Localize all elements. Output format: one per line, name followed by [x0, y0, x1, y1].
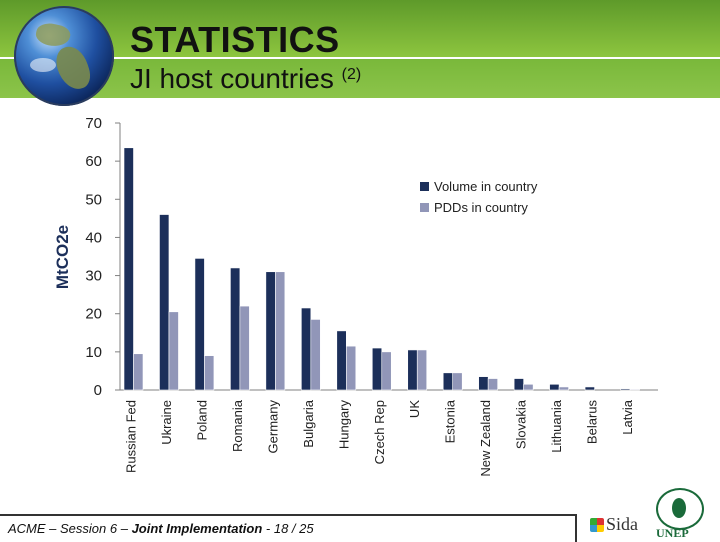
bar-volume-9: [442, 372, 454, 391]
x-tick-label: Romania: [230, 399, 245, 452]
legend-swatch-1: [420, 203, 429, 212]
x-tick-label: Germany: [265, 400, 280, 454]
sida-logo-text: Sida: [606, 514, 639, 534]
x-tick-label: Hungary: [336, 400, 351, 450]
x-tick-label: Latvia: [620, 399, 635, 434]
bar-volume-2: [194, 258, 205, 391]
unep-emblem-icon: [656, 488, 704, 530]
bar-volume-13: [584, 386, 595, 391]
bar-pdds-8: [416, 349, 428, 391]
globe-cloud: [30, 58, 56, 72]
x-tick-label: Slovakia: [514, 399, 529, 449]
bar-pdds-12: [558, 386, 569, 391]
footer-page-number: - 18 / 25: [262, 521, 314, 536]
footer-prefix: ACME – Session 6 –: [8, 521, 132, 536]
y-tick-label: 10: [85, 344, 102, 361]
bar-volume-7: [371, 347, 383, 391]
bar-volume-3: [230, 267, 241, 391]
y-tick-label: 40: [85, 229, 102, 246]
bar-volume-11: [513, 378, 524, 391]
bar-pdds-1: [168, 311, 179, 391]
bar-pdds-14: [629, 388, 640, 391]
y-axis-label: MtCO2e: [53, 225, 72, 289]
bar-volume-6: [336, 330, 347, 391]
x-tick-label: Czech Rep: [372, 400, 387, 464]
slide-footer: ACME – Session 6 – Joint Implementation …: [0, 514, 577, 542]
subtitle-text: JI host countries: [130, 63, 334, 94]
header-divider: [0, 57, 720, 59]
footer-session-name: Joint Implementation: [131, 521, 263, 536]
bar-pdds-9: [452, 372, 463, 391]
bar-volume-12: [549, 383, 560, 391]
bar-pdds-0: [133, 353, 144, 391]
x-tick-label: Poland: [194, 400, 209, 440]
globe-icon: [14, 6, 114, 106]
legend-label-1: PDDs in country: [434, 200, 528, 215]
x-tick-label: Bulgaria: [301, 399, 316, 447]
globe-land: [34, 20, 72, 50]
y-tick-label: 0: [94, 382, 102, 399]
bar-volume-14: [620, 388, 631, 391]
slide-title: STATISTICS: [130, 19, 340, 60]
header-bar: STATISTICS JI host countries (2): [0, 0, 720, 112]
y-tick-label: 70: [85, 115, 102, 132]
sida-mark-icon: [590, 518, 604, 532]
x-tick-label: New Zealand: [478, 400, 493, 477]
bar-volume-10: [478, 376, 489, 391]
y-tick-label: 50: [85, 191, 102, 208]
bar-pdds-2: [204, 355, 215, 391]
legend-swatch-0: [420, 182, 429, 191]
bar-volume-4: [265, 271, 276, 391]
bar-volume-1: [159, 214, 170, 391]
unep-logo: UNEP: [650, 488, 706, 540]
bar-volume-5: [301, 307, 312, 391]
bar-volume-8: [407, 349, 418, 391]
footer-text: ACME – Session 6 – Joint Implementation …: [8, 521, 314, 536]
bar-chart: 0 10 20 30 40 50 60 70 MtCO2e Russian Fed Ukraine P…: [53, 115, 658, 477]
x-tick-label: Estonia: [443, 399, 458, 443]
bar-pdds-3: [239, 305, 250, 391]
bar-pdds-10: [487, 378, 498, 391]
bar-pdds-7: [381, 351, 392, 391]
x-tick-label: UK: [407, 400, 422, 418]
subtitle-note: (2): [341, 66, 362, 83]
bar-pdds-6: [345, 345, 357, 391]
bar-volume-0: [123, 147, 134, 391]
legend-label-0: Volume in country: [434, 179, 538, 194]
x-tick-label: Lithuania: [549, 399, 564, 453]
y-tick-label: 20: [85, 306, 102, 323]
header-band-bottom: [0, 58, 720, 98]
bar-pdds-4: [275, 271, 286, 391]
header-band-top: [0, 0, 720, 58]
x-tick-label: Russian Fed: [124, 400, 139, 473]
bar-pdds-11: [523, 383, 534, 391]
x-tick-label: Ukraine: [159, 400, 174, 445]
x-tick-label: Belarus: [585, 400, 600, 445]
unep-logo-text: UNEP: [656, 526, 689, 540]
slide-subtitle: JI host countries (2): [130, 62, 361, 96]
globe-land: [51, 42, 95, 94]
bar-pdds-5: [310, 319, 321, 391]
sida-logo: Sida: [590, 514, 638, 535]
y-tick-label: 60: [85, 153, 102, 170]
y-tick-label: 30: [85, 268, 102, 285]
